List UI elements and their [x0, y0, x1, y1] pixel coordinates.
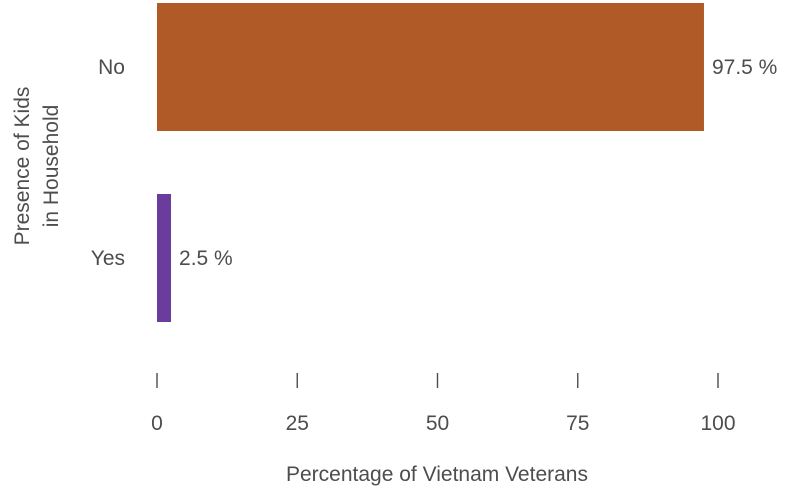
y-axis-title-line-2: in Household — [40, 105, 63, 228]
x-axis: 0 25 50 75 100 — [151, 373, 736, 435]
bars-group — [157, 3, 704, 322]
category-label-no: No — [98, 56, 125, 79]
x-tick-label-25: 25 — [286, 412, 309, 435]
x-axis-title: Percentage of Vietnam Veterans — [286, 463, 588, 486]
bar-no — [157, 3, 704, 131]
x-tick-label-0: 0 — [151, 412, 163, 435]
data-label-no: 97.5 % — [712, 56, 777, 79]
y-axis-title: Presence of Kids in Household — [11, 87, 63, 246]
y-axis-title-line-1: Presence of Kids — [11, 87, 34, 246]
category-label-yes: Yes — [91, 247, 125, 270]
data-labels: 97.5 % 2.5 % — [179, 56, 777, 270]
bar-yes — [157, 194, 172, 322]
x-tick-label-100: 100 — [700, 412, 735, 435]
category-labels: No Yes — [91, 56, 125, 270]
x-tick-label-50: 50 — [426, 412, 449, 435]
data-label-yes: 2.5 % — [179, 247, 233, 270]
x-tick-label-75: 75 — [566, 412, 589, 435]
